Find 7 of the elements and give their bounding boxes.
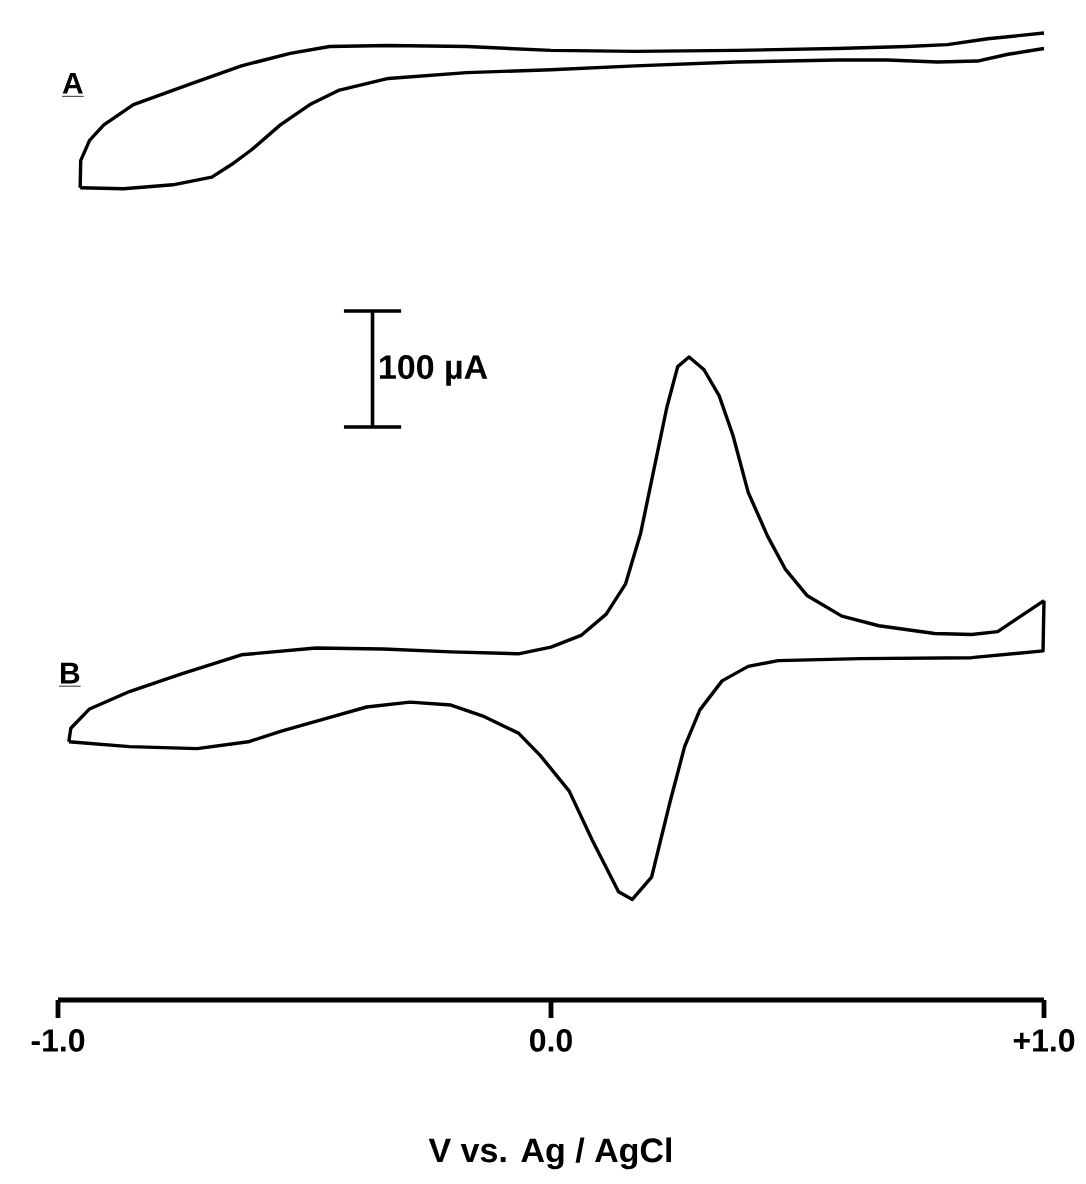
annotation: A bbox=[62, 72, 83, 94]
annotation: B bbox=[61, 662, 80, 684]
annotation: 100 µA bbox=[380, 355, 488, 386]
x-tick-label: -1.0 bbox=[31, 1029, 85, 1052]
x-tick-label: 0.0 bbox=[530, 1029, 572, 1052]
x-axis-title: V vs. Ag / AgCl bbox=[428, 1137, 672, 1170]
x-tick-label: +1.0 bbox=[1013, 1029, 1075, 1052]
